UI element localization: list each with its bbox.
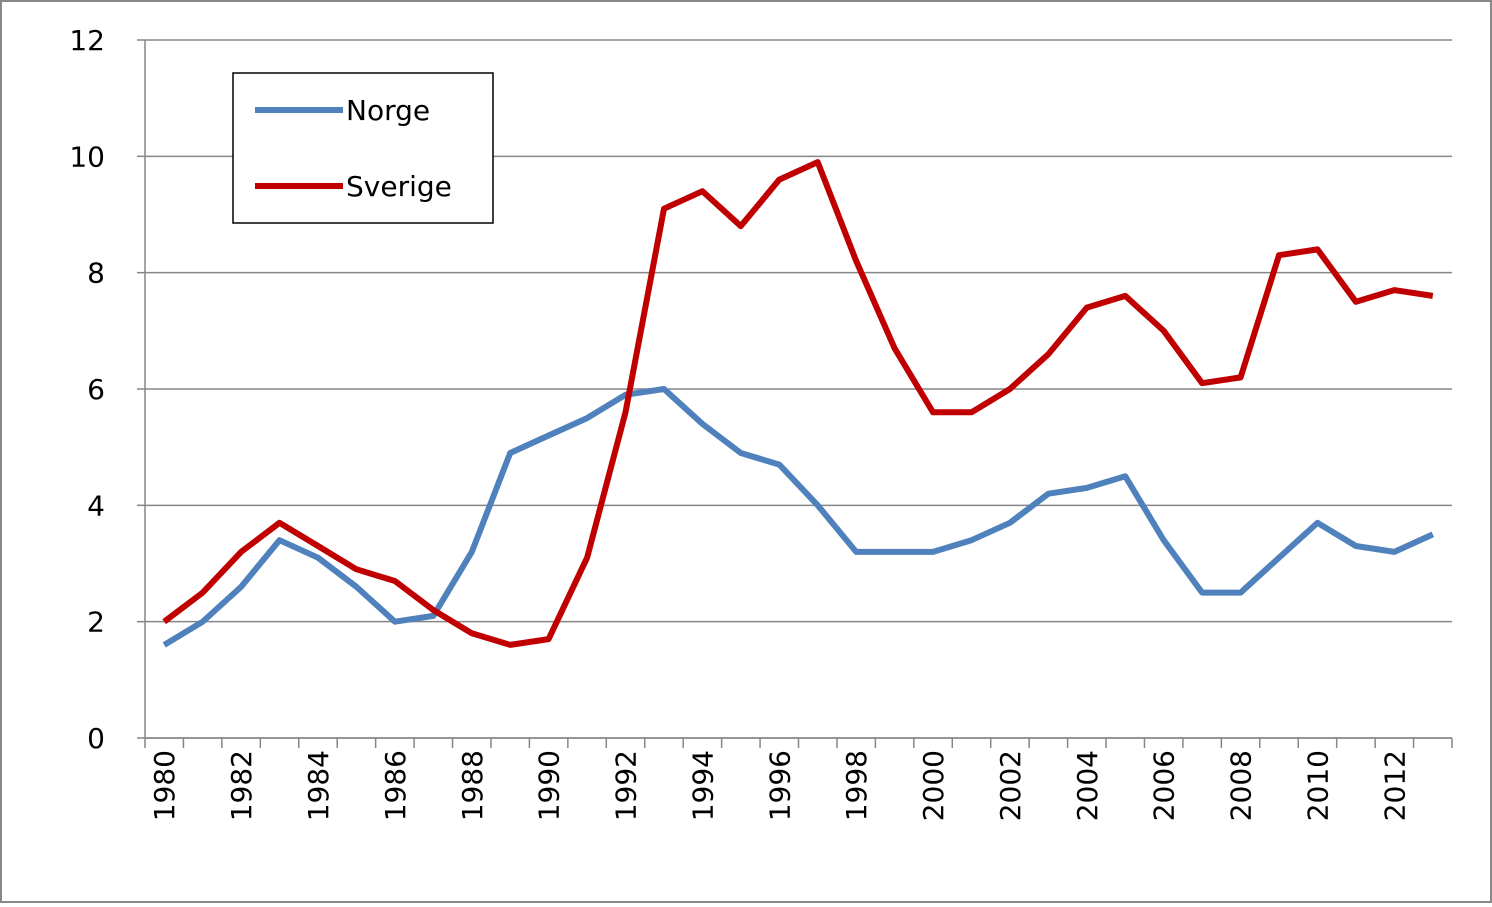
y-tick-label: 12 xyxy=(69,24,105,57)
y-tick-label: 10 xyxy=(69,140,105,173)
y-tick-label: 6 xyxy=(87,373,105,406)
x-tick-label: 2000 xyxy=(917,750,950,821)
y-tick-label: 4 xyxy=(87,489,105,522)
y-tick-label: 8 xyxy=(87,257,105,290)
data-line xyxy=(162,386,1435,648)
x-tick-label: 1988 xyxy=(456,750,489,821)
x-tick-label: 1994 xyxy=(686,750,719,821)
x-tick-label: 1998 xyxy=(840,750,873,821)
x-tick-label: 2006 xyxy=(1148,750,1181,821)
x-tick-label: 2008 xyxy=(1225,750,1258,821)
x-tick-label: 1984 xyxy=(302,750,335,821)
legend-box xyxy=(232,72,494,224)
y-tick-label: 2 xyxy=(87,606,105,639)
x-tick-label: 2010 xyxy=(1301,750,1334,821)
x-tick-label: 1992 xyxy=(610,750,643,821)
x-tick-label: 1982 xyxy=(225,750,258,821)
legend-label: Sverige xyxy=(346,170,452,203)
x-tick-label: 1986 xyxy=(379,750,412,821)
x-tick-label: 2002 xyxy=(994,750,1027,821)
x-tick-label: 2012 xyxy=(1378,750,1411,821)
x-tick-label: 1996 xyxy=(763,750,796,821)
x-tick-label: 1990 xyxy=(533,750,566,821)
data-line xyxy=(162,159,1434,648)
y-tick-label: 0 xyxy=(87,722,105,755)
x-tick-label: 2004 xyxy=(1071,750,1104,821)
legend-label: Norge xyxy=(346,94,430,127)
x-tick-label: 1980 xyxy=(148,750,181,821)
